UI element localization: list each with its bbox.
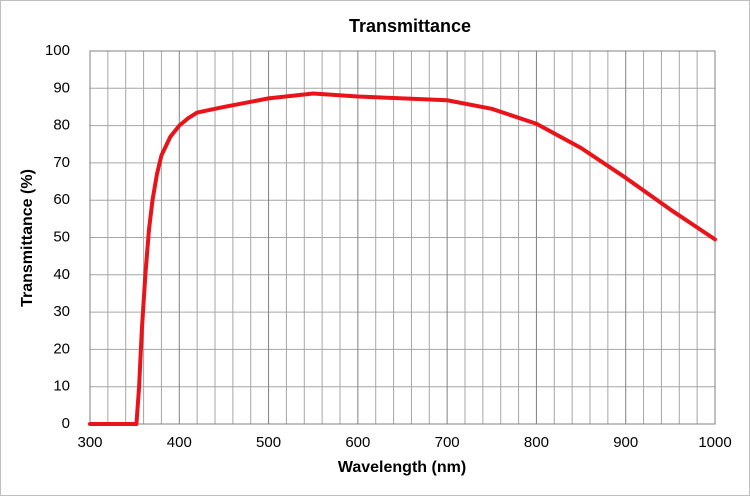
y-tick-label: 70 xyxy=(53,154,70,171)
y-tick-label: 10 xyxy=(53,378,70,395)
y-tick-label: 80 xyxy=(53,117,70,134)
x-tick-label: 900 xyxy=(613,434,638,451)
y-tick-label: 90 xyxy=(53,79,70,96)
y-axis-title: Transmittance (%) xyxy=(19,169,36,307)
x-axis-title: Wavelength (nm) xyxy=(338,459,466,476)
y-tick-label: 60 xyxy=(53,191,70,208)
y-tick-label: 0 xyxy=(62,415,70,432)
y-tick-label: 100 xyxy=(45,42,70,59)
x-tick-label: 400 xyxy=(167,434,192,451)
data-line xyxy=(88,91,717,426)
y-tick-label: 30 xyxy=(53,303,70,320)
x-tick-label: 1000 xyxy=(698,434,731,451)
x-tick-label: 500 xyxy=(256,434,281,451)
x-tick-label: 600 xyxy=(345,434,370,451)
x-tick-label: 300 xyxy=(77,434,102,451)
y-tick-label: 20 xyxy=(53,340,70,357)
x-tick-label: 700 xyxy=(435,434,460,451)
chart-title: Transmittance xyxy=(349,16,471,36)
x-tick-label: 800 xyxy=(524,434,549,451)
y-tick-label: 40 xyxy=(53,266,70,283)
y-tick-label: 50 xyxy=(53,228,70,245)
